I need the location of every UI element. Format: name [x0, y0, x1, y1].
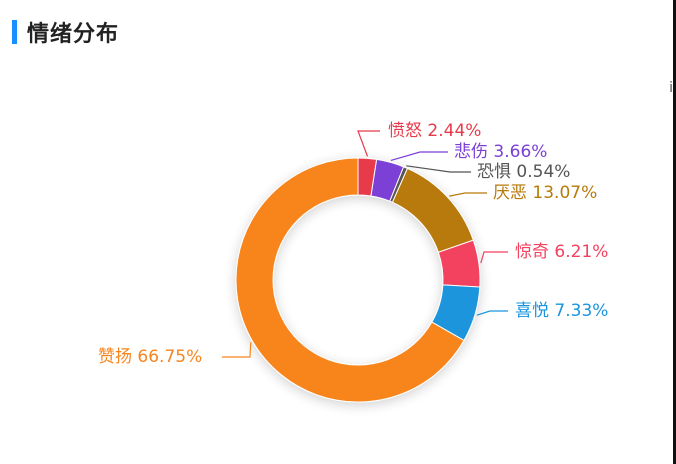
slice-label-3: 厌恶 13.07%: [493, 183, 597, 203]
window-edge: [673, 0, 676, 464]
leader-line-0: [357, 130, 380, 157]
slice-label-1: 悲伤 3.66%: [454, 142, 547, 162]
panel-header: 情绪分布: [12, 18, 120, 47]
leader-line-2: [406, 165, 471, 173]
slice-label-5: 喜悦 7.33%: [515, 301, 608, 321]
slice-label-2: 恐惧 0.54%: [477, 162, 570, 182]
donut-slice-3[interactable]: [391, 167, 474, 253]
slice-label-0: 愤怒 2.44%: [388, 121, 481, 141]
leader-line-3: [449, 192, 487, 197]
title-accent-bar: [12, 20, 17, 44]
slice-label-4: 惊奇 6.21%: [515, 242, 608, 262]
leader-line-4: [480, 251, 508, 264]
leader-line-6: [222, 342, 252, 358]
edge-glyph: i: [669, 80, 673, 96]
panel-title: 情绪分布: [27, 22, 120, 47]
leader-line-1: [390, 151, 448, 162]
donut-slice-6[interactable]: [235, 157, 465, 403]
leader-line-5: [476, 310, 508, 316]
slice-label-6: 赞扬 66.75%: [98, 347, 202, 367]
